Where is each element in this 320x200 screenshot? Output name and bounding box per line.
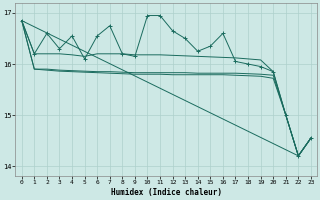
X-axis label: Humidex (Indice chaleur): Humidex (Indice chaleur)	[111, 188, 222, 197]
